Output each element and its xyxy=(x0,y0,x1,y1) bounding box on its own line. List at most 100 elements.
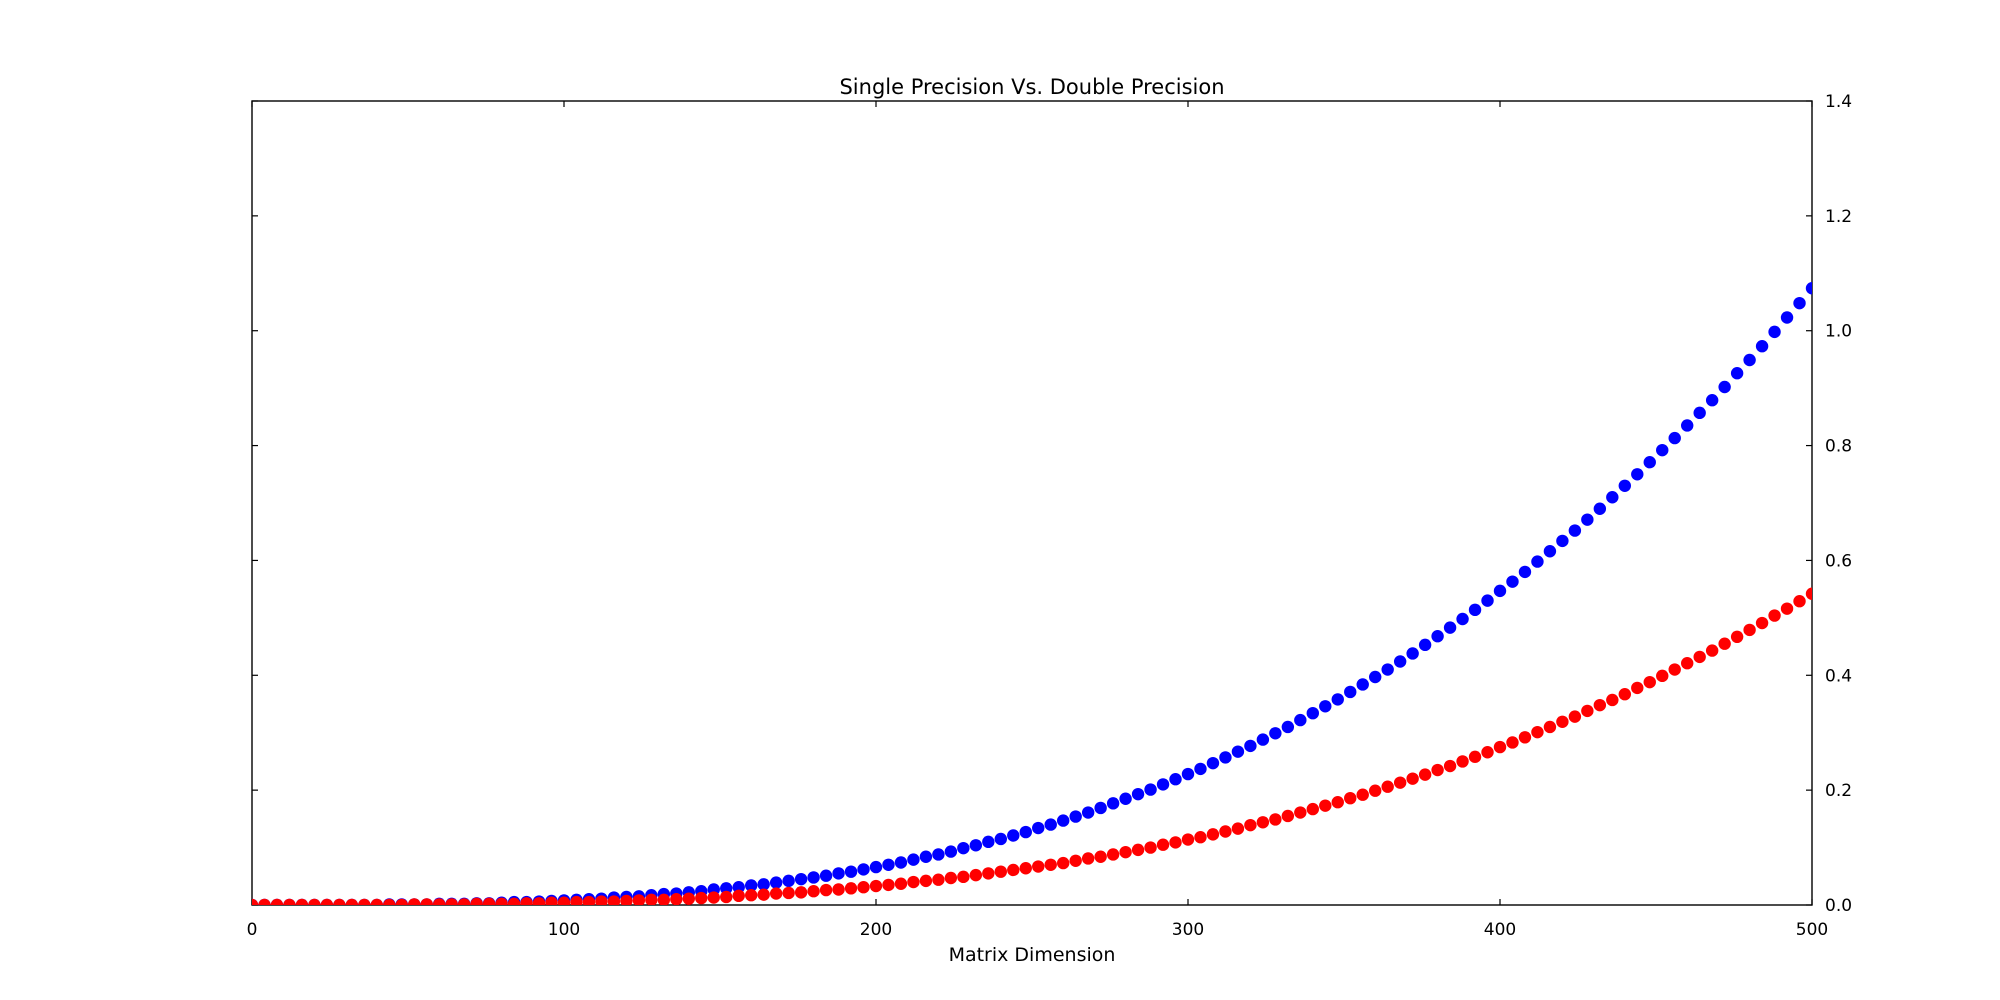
data-point xyxy=(1007,829,1020,842)
data-point xyxy=(445,898,458,905)
data-point xyxy=(1631,681,1644,695)
data-point xyxy=(1269,727,1282,740)
data-point xyxy=(1543,720,1557,734)
data-point xyxy=(1032,860,1045,873)
data-point xyxy=(1780,602,1794,615)
data-point xyxy=(869,860,883,874)
data-point xyxy=(794,872,808,886)
data-point xyxy=(1094,850,1107,863)
data-point xyxy=(670,893,683,905)
data-point xyxy=(1206,828,1220,841)
data-point xyxy=(807,885,820,898)
data-point xyxy=(1581,704,1594,718)
data-point xyxy=(1556,534,1569,548)
data-point xyxy=(807,871,820,884)
data-point xyxy=(1294,806,1307,819)
data-point xyxy=(1406,647,1419,660)
data-point xyxy=(1443,759,1457,773)
data-point xyxy=(532,897,546,905)
data-point xyxy=(1231,745,1245,758)
y-tick-label: 0.0 xyxy=(1825,896,1852,916)
data-point xyxy=(482,897,496,905)
data-point xyxy=(1131,843,1145,857)
data-point xyxy=(1393,776,1407,789)
data-point xyxy=(420,898,433,905)
data-point xyxy=(370,898,383,905)
data-point xyxy=(1643,675,1656,689)
data-point xyxy=(270,898,284,905)
data-point xyxy=(1256,816,1270,829)
data-point xyxy=(1306,706,1320,720)
data-point xyxy=(1768,325,1781,339)
data-point xyxy=(495,897,508,905)
data-point xyxy=(1593,502,1607,515)
data-point xyxy=(932,848,945,861)
data-point xyxy=(1094,801,1107,815)
data-point xyxy=(1793,595,1806,608)
data-point xyxy=(1194,831,1207,844)
data-point xyxy=(1281,809,1295,823)
data-point xyxy=(582,895,596,905)
data-point xyxy=(994,865,1007,878)
data-point xyxy=(1618,688,1632,701)
data-point xyxy=(1493,740,1507,754)
data-point xyxy=(1718,380,1731,394)
data-point xyxy=(745,889,758,902)
data-point xyxy=(1044,818,1057,831)
data-point xyxy=(320,898,334,905)
data-point xyxy=(1743,353,1756,367)
data-point xyxy=(1294,713,1307,727)
data-point xyxy=(252,898,259,905)
data-point xyxy=(869,879,883,893)
data-point xyxy=(1206,756,1220,770)
data-point xyxy=(944,845,958,858)
data-point xyxy=(1468,750,1482,764)
data-point xyxy=(1743,623,1756,637)
x-tick-label: 0 xyxy=(247,920,258,940)
y-tick-label: 0.4 xyxy=(1825,666,1852,686)
data-point xyxy=(1793,296,1806,310)
data-point xyxy=(969,839,983,852)
data-point xyxy=(1418,768,1432,781)
data-point xyxy=(1244,739,1257,753)
x-tick-label: 400 xyxy=(1484,920,1516,940)
data-point xyxy=(932,873,945,886)
data-point xyxy=(345,898,359,905)
data-point xyxy=(1081,852,1095,865)
data-point xyxy=(620,894,633,905)
data-point xyxy=(1057,856,1070,870)
data-point xyxy=(595,895,608,905)
data-point xyxy=(283,898,296,905)
data-point xyxy=(1281,720,1295,734)
data-point xyxy=(1681,419,1694,432)
data-point xyxy=(1032,821,1045,835)
data-point xyxy=(1606,693,1619,707)
data-point xyxy=(1044,858,1057,871)
data-point xyxy=(1406,772,1419,785)
data-point xyxy=(1219,825,1232,838)
data-point xyxy=(1106,848,1120,861)
series-2 xyxy=(252,587,1812,905)
data-point xyxy=(1393,655,1407,668)
data-point xyxy=(1493,584,1507,598)
data-point xyxy=(570,895,583,905)
data-point xyxy=(1705,394,1719,407)
data-point xyxy=(1319,700,1332,713)
data-point xyxy=(295,898,309,905)
y-tick-label: 1.4 xyxy=(1825,92,1852,112)
y-tick-label: 0.8 xyxy=(1825,437,1852,457)
data-point xyxy=(1730,367,1744,380)
data-point xyxy=(844,865,858,878)
data-point xyxy=(1156,838,1170,851)
data-point xyxy=(1156,778,1170,791)
data-point xyxy=(1331,693,1344,706)
data-point xyxy=(1531,555,1544,568)
x-tick-label: 500 xyxy=(1796,920,1828,940)
data-point xyxy=(1705,644,1719,657)
data-point xyxy=(919,874,933,888)
data-point xyxy=(657,893,671,905)
x-tick-label: 200 xyxy=(860,920,892,940)
data-point xyxy=(1506,736,1519,749)
x-axis-label: Matrix Dimension xyxy=(949,944,1116,966)
data-point xyxy=(1668,431,1681,445)
